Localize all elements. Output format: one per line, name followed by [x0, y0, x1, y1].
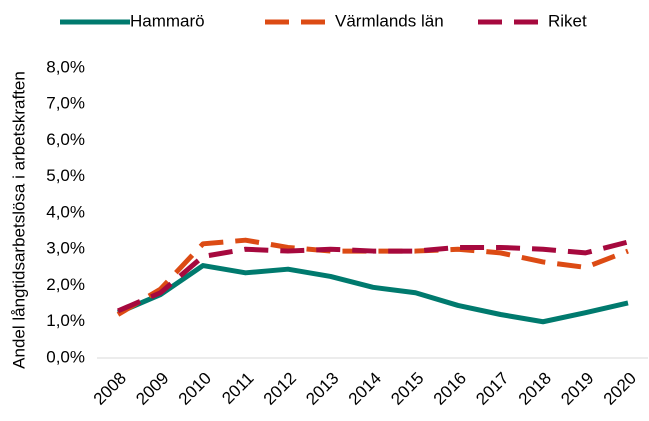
- y-tick-label: 5,0%: [46, 166, 85, 185]
- legend-label: Värmlands län: [335, 11, 444, 30]
- line-series: [116, 237, 629, 317]
- x-tick-label: 2009: [132, 369, 172, 409]
- x-tick-label: 2010: [175, 369, 215, 409]
- x-tick-label: 2012: [260, 369, 300, 409]
- y-tick-label: 7,0%: [46, 94, 85, 113]
- x-tick-label: 2008: [90, 369, 130, 409]
- x-tick-label: 2019: [557, 369, 597, 409]
- y-tick-label: 1,0%: [46, 311, 85, 330]
- x-tick-label: 2016: [430, 369, 470, 409]
- x-tick-label: 2013: [302, 369, 342, 409]
- x-tick-label: 2018: [515, 369, 555, 409]
- x-tick-label: 2020: [600, 369, 640, 409]
- x-tick-label: 2015: [387, 369, 427, 409]
- y-axis-label: Andel långtidsarbetslösa i arbetskraften: [9, 71, 28, 369]
- legend-label: Riket: [548, 11, 587, 30]
- y-tick-label: 3,0%: [46, 239, 85, 258]
- y-tick-label: 4,0%: [46, 202, 85, 221]
- x-tick-label: 2011: [218, 369, 257, 408]
- y-tick-label: 2,0%: [46, 275, 85, 294]
- line-series: [117, 239, 629, 314]
- y-tick-label: 8,0%: [46, 57, 85, 76]
- x-tick-label: 2017: [472, 369, 512, 409]
- y-tick-label: 6,0%: [46, 130, 85, 149]
- x-tick-label: 2014: [345, 369, 385, 409]
- legend-label: Hammarö: [130, 11, 205, 30]
- y-tick-label: 0,0%: [46, 347, 85, 366]
- line-series: [117, 263, 629, 325]
